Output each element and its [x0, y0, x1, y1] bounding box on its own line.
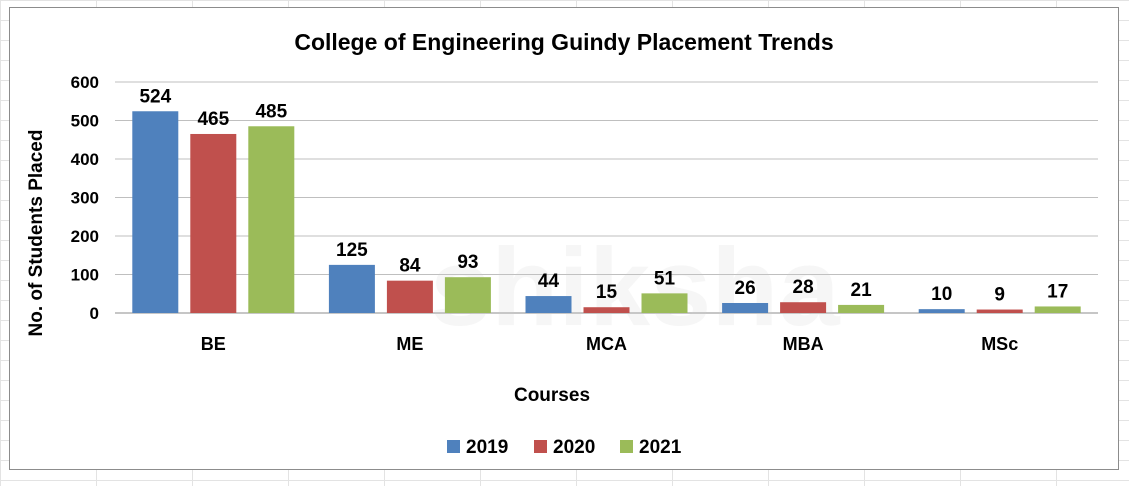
x-category-label: ME: [396, 334, 423, 354]
bar-msc-2021[interactable]: [1034, 306, 1081, 313]
bar-me-2019[interactable]: [328, 264, 375, 313]
legend-label-2021: 2021: [639, 437, 682, 458]
y-tick-label: 0: [90, 304, 99, 323]
y-tick-label: 100: [71, 266, 99, 285]
bar-mca-2020[interactable]: [583, 307, 630, 313]
x-axis-categories: BE ME MCA MBA MSc: [201, 334, 1018, 354]
bar-mca-2021[interactable]: [641, 293, 688, 313]
x-category-label: MBA: [783, 334, 824, 354]
x-axis-title: Courses: [514, 385, 590, 406]
watermark: shiksha: [430, 226, 840, 349]
y-tick-label: 400: [71, 150, 99, 169]
legend: 2019 2020 2021: [447, 437, 682, 458]
x-category-label: MSc: [981, 334, 1018, 354]
x-category-label: BE: [201, 334, 226, 354]
data-label: 524: [139, 86, 171, 107]
data-label: 28: [793, 277, 814, 298]
bar-mba-2021[interactable]: [838, 304, 885, 313]
bar-mca-2019[interactable]: [525, 296, 572, 313]
bar-mba-2020[interactable]: [780, 302, 827, 313]
data-label: 125: [336, 240, 368, 261]
y-axis-ticks: 0 100 200 300 400 500 600: [71, 73, 99, 323]
legend-label-2019: 2019: [466, 437, 508, 458]
bar-me-2020[interactable]: [386, 280, 433, 313]
x-category-label: MCA: [586, 334, 627, 354]
bars: [132, 111, 1081, 314]
data-label: 84: [399, 256, 421, 277]
chart-title: College of Engineering Guindy Placement …: [294, 29, 833, 55]
data-label: 51: [654, 268, 676, 289]
data-label: 21: [851, 280, 873, 301]
data-label: 17: [1047, 281, 1068, 302]
bar-be-2021[interactable]: [248, 126, 295, 314]
y-tick-label: 500: [71, 112, 99, 131]
legend-label-2020: 2020: [553, 437, 595, 458]
data-label: 15: [596, 282, 618, 303]
bar-be-2019[interactable]: [132, 111, 179, 313]
bar-be-2020[interactable]: [190, 133, 237, 313]
bar-msc-2020[interactable]: [976, 309, 1023, 313]
data-label: 485: [255, 101, 287, 122]
legend-swatch-2021: [620, 440, 633, 453]
bar-me-2021[interactable]: [444, 277, 491, 313]
data-label: 26: [735, 278, 756, 299]
y-axis-title: No. of Students Placed: [26, 130, 47, 337]
y-tick-label: 300: [71, 189, 99, 208]
y-tick-label: 200: [71, 227, 99, 246]
legend-swatch-2019: [447, 440, 460, 453]
y-tick-label: 600: [71, 73, 99, 92]
data-label: 465: [197, 109, 229, 130]
data-label: 9: [994, 285, 1005, 306]
data-label: 93: [457, 252, 478, 273]
bar-mba-2019[interactable]: [722, 302, 769, 313]
bar-msc-2019[interactable]: [918, 309, 965, 313]
data-labels: 524 465 485 125 84 93 44 15 51 26 28 21 10 9 17: [139, 86, 1068, 305]
data-label: 10: [931, 284, 952, 305]
legend-swatch-2020: [534, 440, 547, 453]
data-label: 44: [538, 271, 560, 292]
